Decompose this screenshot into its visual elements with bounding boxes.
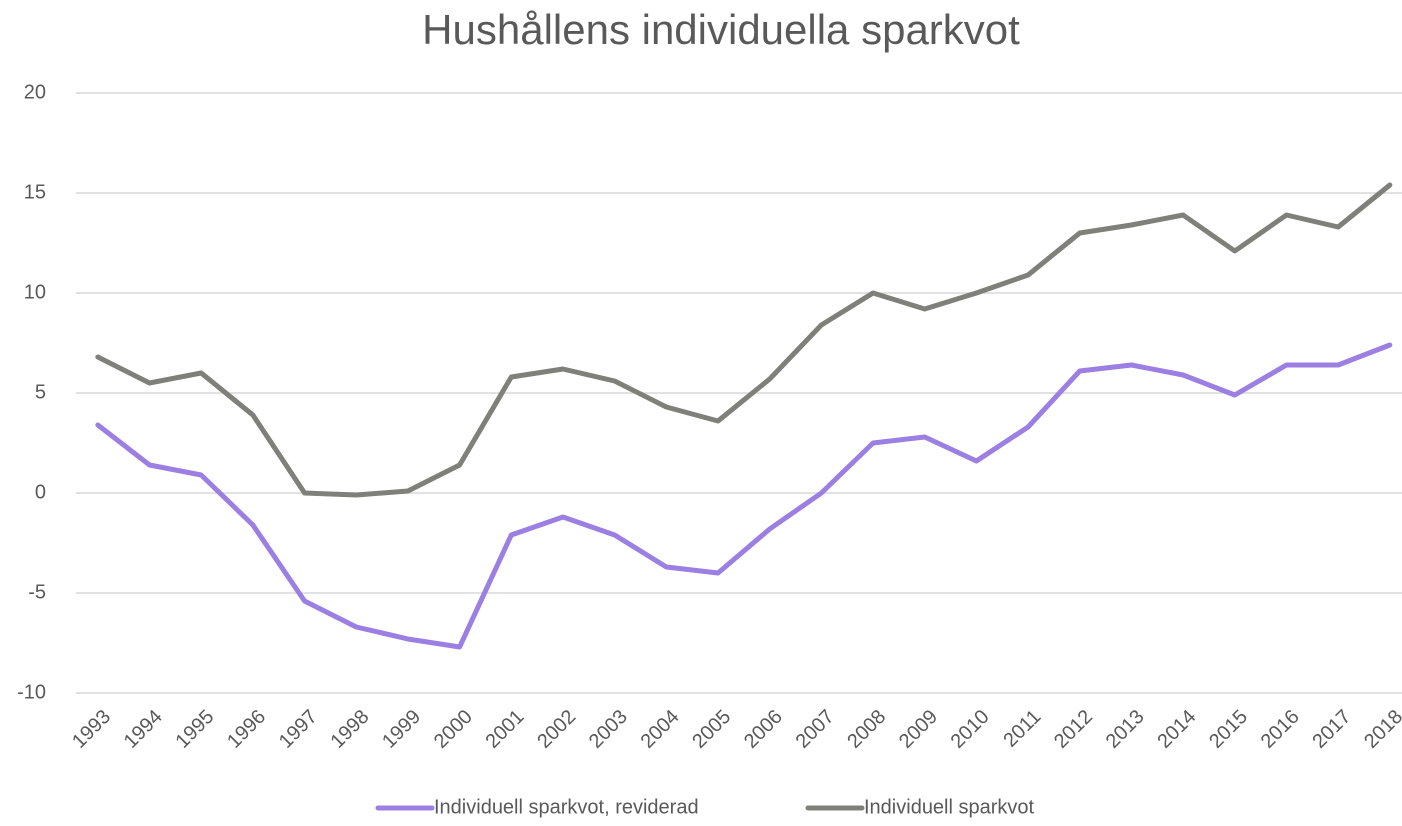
x-tick-label: 1998 bbox=[326, 706, 373, 753]
x-tick-label: 2018 bbox=[1360, 706, 1402, 753]
x-tick-label: 1994 bbox=[120, 706, 167, 753]
x-tick-label: 2012 bbox=[1050, 706, 1097, 753]
legend-label: Individuell sparkvot bbox=[864, 796, 1035, 818]
x-tick-label: 2010 bbox=[947, 706, 994, 753]
y-tick-label: 0 bbox=[35, 481, 46, 503]
y-tick-label: 10 bbox=[24, 281, 46, 303]
y-tick-label: 5 bbox=[35, 381, 46, 403]
x-tick-label: 2009 bbox=[895, 706, 942, 753]
y-tick-label: -5 bbox=[28, 581, 46, 603]
x-tick-label: 2007 bbox=[792, 706, 839, 753]
chart-title: Hushållens individuella sparkvot bbox=[422, 6, 1020, 53]
x-tick-label: 2015 bbox=[1205, 706, 1252, 753]
x-tick-label: 2013 bbox=[1102, 706, 1149, 753]
x-tick-label: 1999 bbox=[378, 706, 425, 753]
x-tick-label: 2006 bbox=[740, 706, 787, 753]
x-tick-label: 2002 bbox=[533, 706, 580, 753]
x-tick-label: 1995 bbox=[171, 706, 218, 753]
x-tick-label: 2014 bbox=[1153, 706, 1200, 753]
x-tick-label: 2011 bbox=[999, 706, 1045, 752]
x-tick-label: 2000 bbox=[430, 706, 477, 753]
x-tick-label: 1993 bbox=[68, 706, 115, 753]
x-tick-label: 2003 bbox=[585, 706, 632, 753]
y-tick-label: 20 bbox=[24, 81, 46, 103]
series-line bbox=[95, 182, 1393, 498]
legend-label: Individuell sparkvot, reviderad bbox=[434, 796, 699, 818]
x-tick-label: 2016 bbox=[1257, 706, 1304, 753]
x-tick-label: 1996 bbox=[223, 706, 270, 753]
y-tick-label: -10 bbox=[17, 681, 46, 703]
x-tick-label: 2008 bbox=[843, 706, 890, 753]
x-tick-label: 2001 bbox=[482, 706, 529, 753]
x-tick-label: 2004 bbox=[637, 706, 684, 753]
x-tick-label: 2005 bbox=[688, 706, 735, 753]
x-tick-label: 1997 bbox=[275, 706, 322, 753]
x-tick-label: 2017 bbox=[1308, 706, 1355, 753]
series-line bbox=[95, 342, 1393, 650]
y-tick-label: 15 bbox=[24, 181, 46, 203]
